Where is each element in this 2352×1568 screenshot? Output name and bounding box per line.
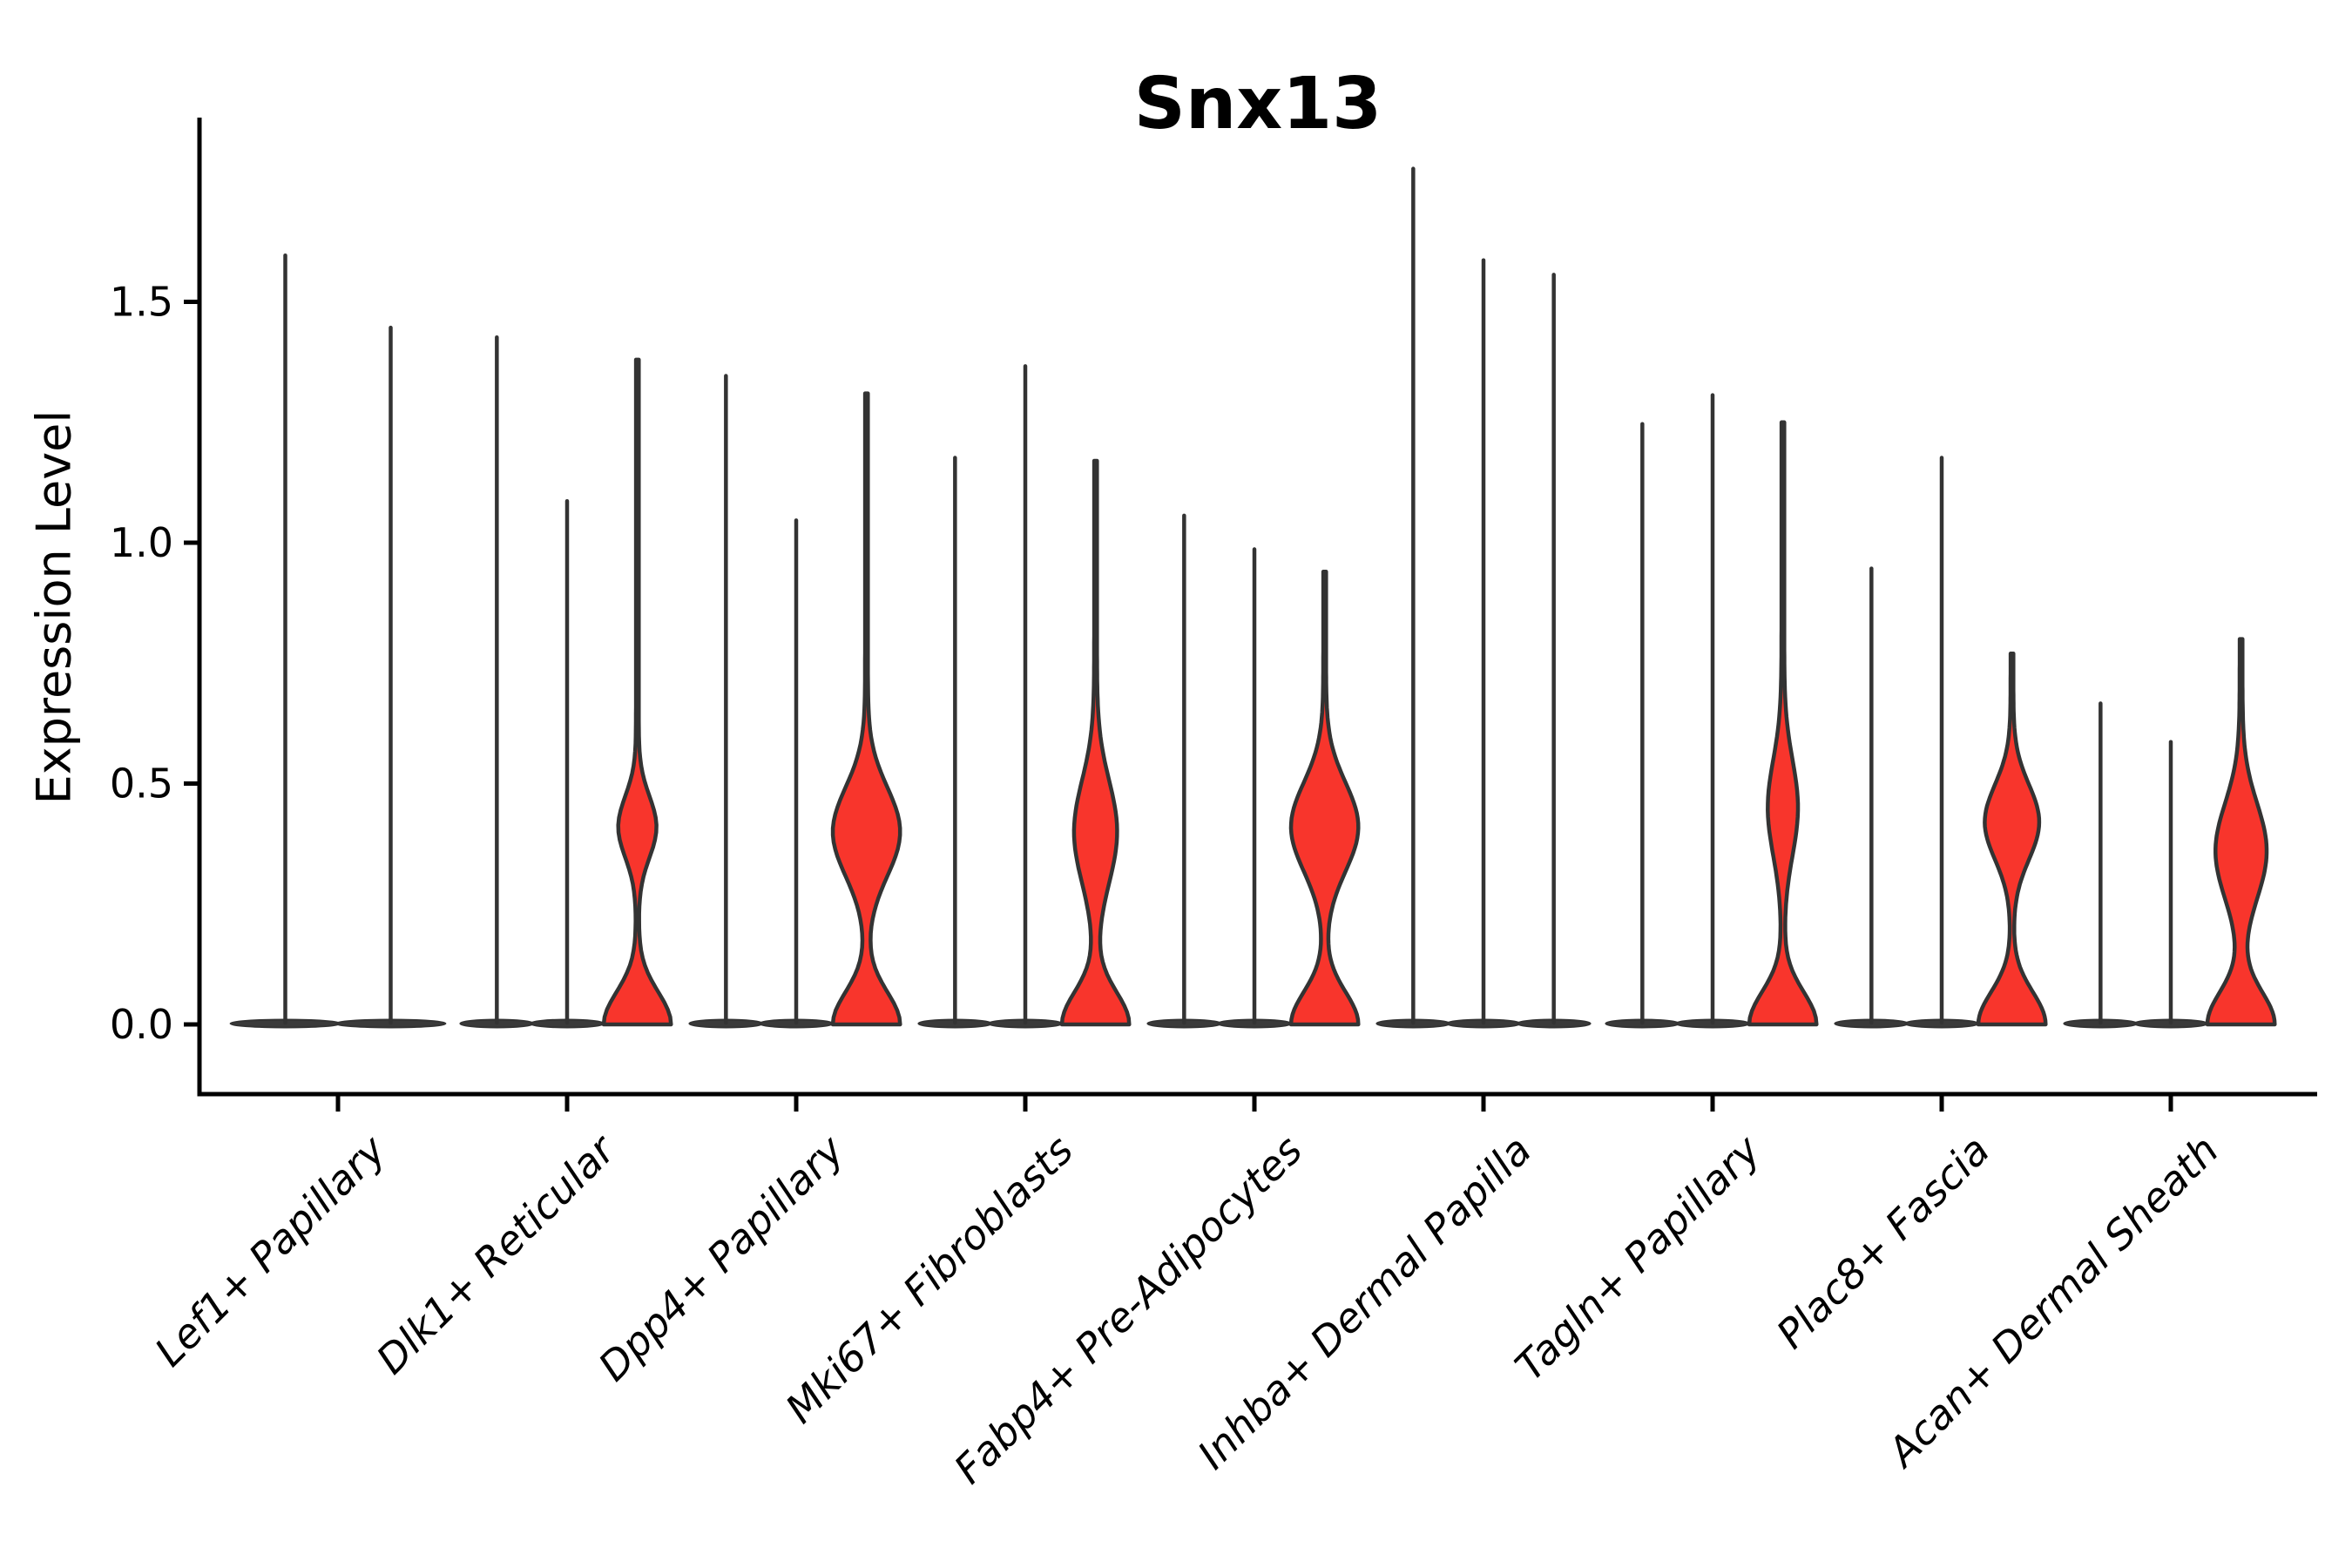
- violin-red: [2205, 637, 2277, 1027]
- violin-group-8: Plac8+ Fascia: [1767, 456, 2048, 1357]
- x-tick-label: Tagln+ Papillary: [1506, 1125, 1770, 1389]
- violin-group-9: Acan+ Dermal Sheath: [1877, 637, 2277, 1477]
- violin-group-1: Lef1+ Papillary: [145, 253, 447, 1375]
- x-tick-label: Plac8+ Fascia: [1767, 1126, 1998, 1357]
- plot-title: Snx13: [1133, 63, 1382, 145]
- violin-red: [1288, 569, 1361, 1027]
- x-tick-label: Dlk1+ Reticular: [368, 1125, 626, 1383]
- violin-red: [830, 391, 902, 1027]
- y-tick-label: 1.5: [110, 279, 173, 326]
- x-tick-label: Dpp4+ Papillary: [590, 1125, 854, 1389]
- violin-group-6: Inhba+ Dermal Papilla: [1188, 166, 1592, 1478]
- y-tick-label: 1.0: [110, 519, 173, 566]
- x-tick-label: Lef1+ Papillary: [145, 1125, 395, 1375]
- axes: [197, 118, 2317, 1097]
- violin-group-2: Dlk1+ Reticular: [368, 335, 673, 1383]
- y-ticks: 0.0 0.5 1.0 1.5: [110, 279, 199, 1048]
- violin-red: [1976, 651, 2048, 1027]
- y-axis-label: Expression Level: [26, 409, 82, 805]
- violin-group-4: Mki67+ Fibroblasts: [776, 364, 1132, 1432]
- y-tick-label: 0.5: [110, 760, 173, 808]
- violin-red: [1059, 458, 1132, 1027]
- violin-red: [601, 357, 673, 1027]
- violin-red: [1747, 420, 1819, 1027]
- y-tick-label: 0.0: [110, 1001, 173, 1048]
